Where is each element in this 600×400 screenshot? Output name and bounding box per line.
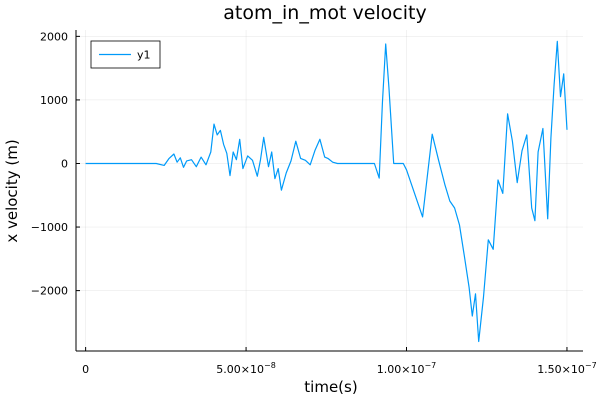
- y-tick-label: 1000: [40, 94, 68, 107]
- y-tick-label: −1000: [31, 221, 68, 234]
- y-ticks: −2000 −1000 0 1000 2000: [31, 30, 80, 298]
- series-line-y1: [85, 40, 568, 343]
- y-axis-label: x velocity (m): [3, 139, 21, 242]
- legend-label-y1: y1: [137, 49, 151, 62]
- legend: y1: [90, 40, 161, 69]
- x-ticks: 0 5.00×10−8 1.00×10−7 1.50×10−7: [82, 347, 597, 376]
- x-tick-label: 1.50×10−7: [537, 361, 597, 376]
- chart-title: atom_in_mot velocity: [223, 2, 426, 24]
- x-tick-label: 5.00×10−8: [216, 361, 276, 376]
- x-tick-label: 0: [82, 363, 89, 376]
- y-tick-label: 0: [61, 157, 68, 170]
- grid: [76, 30, 583, 351]
- x-axis-label: time(s): [304, 378, 357, 396]
- x-tick-label: 1.00×10−7: [377, 361, 437, 376]
- y-tick-label: 2000: [40, 30, 68, 43]
- y-tick-label: −2000: [31, 285, 68, 298]
